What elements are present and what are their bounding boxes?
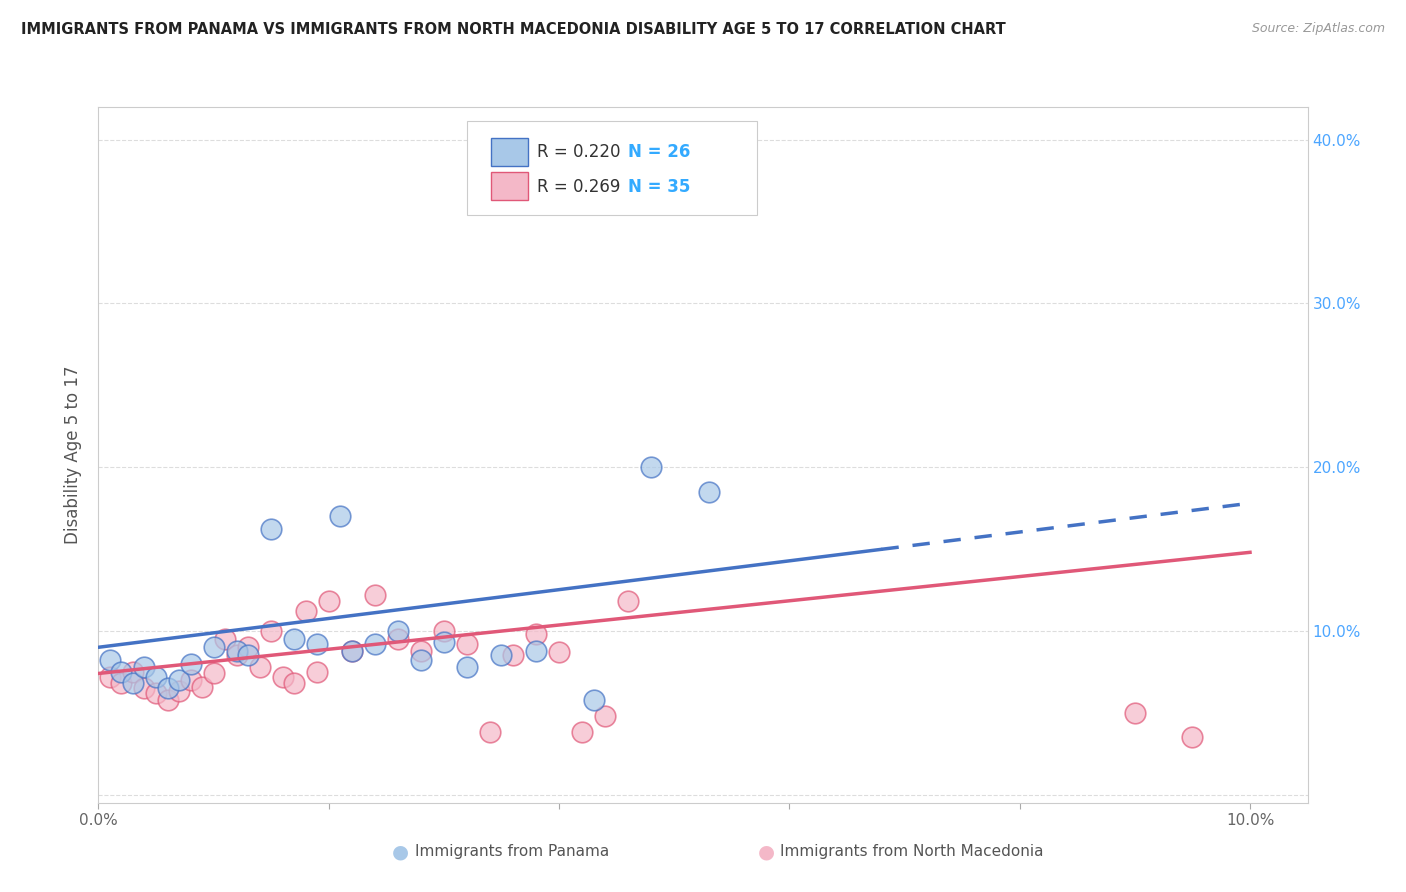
Point [110, 665, 132, 679]
Point [433, 635, 456, 649]
Point [491, 648, 513, 663]
Point [236, 648, 259, 663]
Point [502, 648, 524, 663]
FancyBboxPatch shape [467, 121, 758, 215]
Point [191, 680, 214, 694]
Point [640, 460, 662, 475]
Point [433, 624, 456, 638]
Point [307, 637, 329, 651]
Y-axis label: Disability Age 5 to 17: Disability Age 5 to 17 [65, 366, 83, 544]
Text: R = 0.220: R = 0.220 [537, 144, 621, 161]
Point [548, 645, 571, 659]
Point [617, 594, 640, 608]
Point [571, 725, 593, 739]
Point [249, 660, 271, 674]
Point [260, 523, 283, 537]
Point [156, 681, 179, 696]
Point [307, 665, 329, 679]
Text: Immigrants from Panama: Immigrants from Panama [415, 845, 609, 859]
Point [294, 604, 316, 618]
Point [456, 660, 478, 674]
Point [318, 594, 340, 608]
Point [134, 681, 156, 696]
Point [134, 660, 156, 674]
Point [156, 692, 179, 706]
Text: R = 0.269: R = 0.269 [537, 178, 620, 196]
Point [387, 632, 409, 646]
Point [283, 632, 305, 646]
Text: N = 35: N = 35 [628, 178, 690, 196]
Point [98, 653, 121, 667]
Point [409, 643, 432, 657]
Point [180, 657, 202, 671]
Point [202, 640, 225, 655]
Point [364, 588, 387, 602]
Point [145, 686, 167, 700]
Point [387, 624, 409, 638]
Point [329, 509, 352, 524]
Point [122, 676, 145, 690]
Text: IMMIGRANTS FROM PANAMA VS IMMIGRANTS FROM NORTH MACEDONIA DISABILITY AGE 5 TO 17: IMMIGRANTS FROM PANAMA VS IMMIGRANTS FRO… [21, 22, 1005, 37]
Point [167, 673, 190, 687]
Text: Immigrants from North Macedonia: Immigrants from North Macedonia [780, 845, 1043, 859]
Point [260, 624, 283, 638]
FancyBboxPatch shape [492, 172, 527, 200]
Point [145, 670, 167, 684]
Point [167, 684, 190, 698]
Point [180, 673, 202, 687]
Point [524, 627, 547, 641]
Point [122, 665, 145, 679]
Point [1181, 731, 1204, 745]
Text: ●: ● [758, 842, 775, 862]
Point [98, 670, 121, 684]
Point [225, 643, 247, 657]
Point [283, 676, 305, 690]
Point [271, 670, 294, 684]
Point [1123, 706, 1146, 720]
Point [456, 637, 478, 651]
Point [340, 643, 363, 657]
Point [524, 643, 547, 657]
Point [593, 709, 616, 723]
Point [364, 637, 387, 651]
Point [697, 484, 720, 499]
Point [202, 666, 225, 681]
Text: ●: ● [392, 842, 409, 862]
Point [236, 640, 259, 655]
Point [478, 725, 501, 739]
Point [110, 676, 132, 690]
Point [582, 692, 605, 706]
FancyBboxPatch shape [492, 138, 527, 166]
Text: Source: ZipAtlas.com: Source: ZipAtlas.com [1251, 22, 1385, 36]
Point [340, 643, 363, 657]
Point [214, 632, 236, 646]
Point [409, 653, 432, 667]
Point [225, 648, 247, 663]
Text: N = 26: N = 26 [628, 144, 690, 161]
